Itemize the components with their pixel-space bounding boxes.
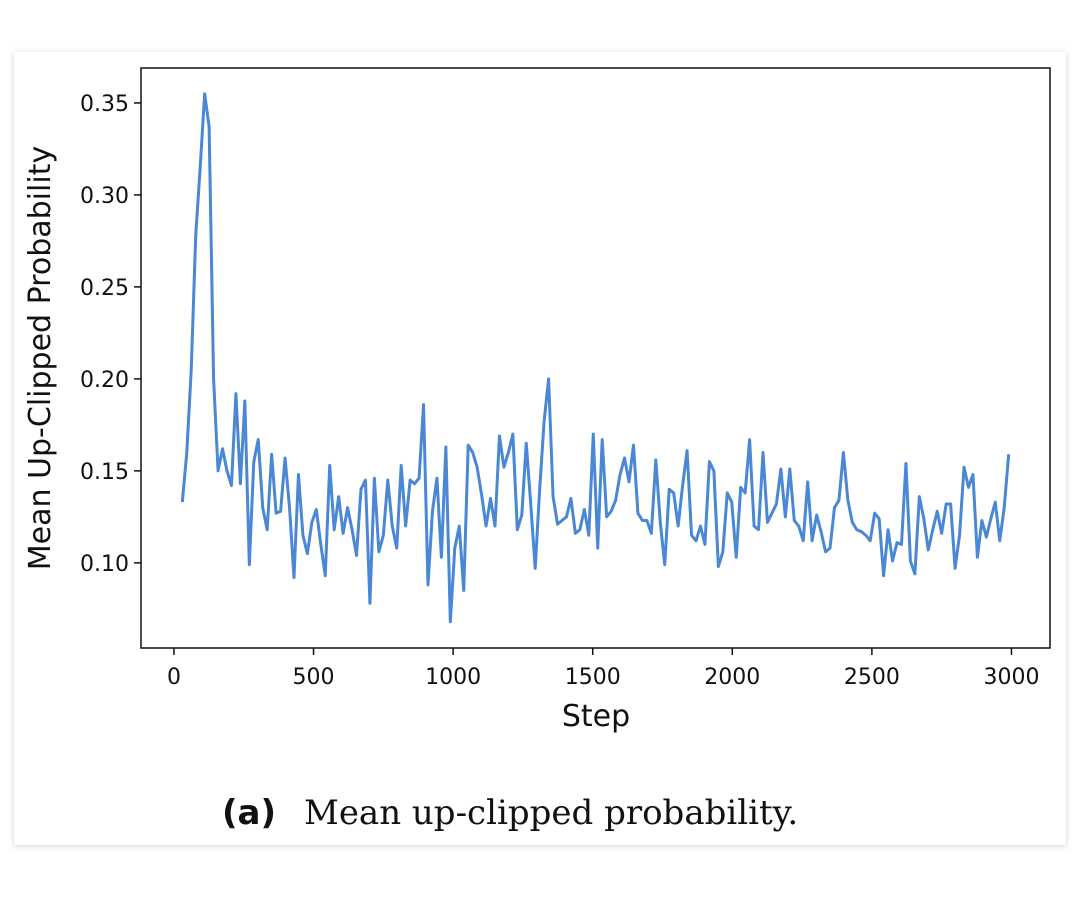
y-tick-label: 0.10 <box>80 552 129 577</box>
x-tick-label: 2500 <box>844 665 900 690</box>
x-tick-label: 0 <box>167 665 181 690</box>
x-tick-label: 2000 <box>704 665 760 690</box>
plot-frame <box>140 67 1051 649</box>
card <box>14 52 1066 845</box>
x-tick-label: 3000 <box>983 665 1039 690</box>
x-tick-label: 1500 <box>565 665 621 690</box>
data-line <box>180 92 1011 624</box>
caption-tag: (a) <box>222 793 276 833</box>
x-tick-label: 500 <box>293 665 335 690</box>
y-tick-label: 0.25 <box>80 276 129 301</box>
x-tick-label: 1000 <box>425 665 481 690</box>
y-tick-label: 0.35 <box>80 92 129 117</box>
y-tick-label: 0.20 <box>80 368 129 393</box>
y-tick-label: 0.15 <box>80 460 129 485</box>
caption: Mean up-clipped probability. <box>304 793 798 833</box>
x-axis-label: Step <box>562 699 630 734</box>
y-tick-label: 0.30 <box>80 184 129 209</box>
y-axis-label: Mean Up-Clipped Probability <box>23 146 58 570</box>
